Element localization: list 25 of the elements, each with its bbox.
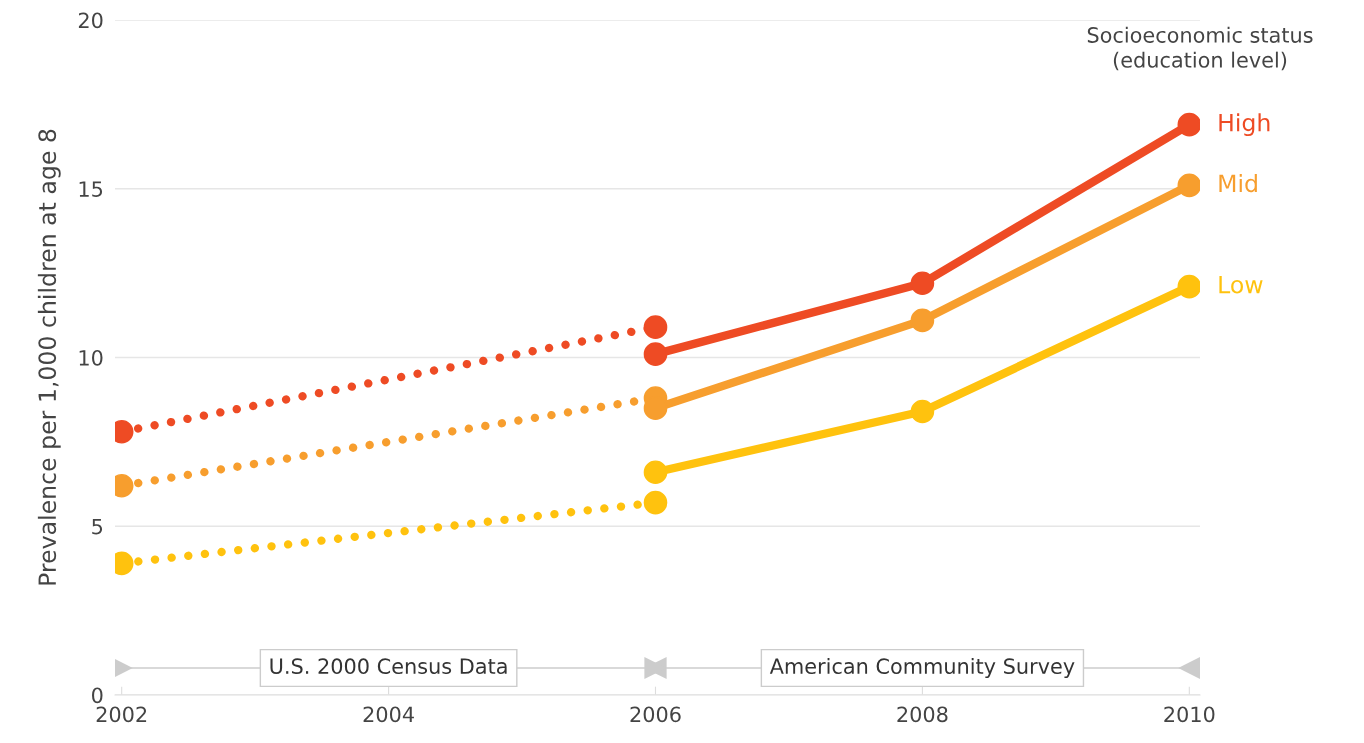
series-label: Mid	[1219, 173, 1257, 193]
annotation: U.S. 2000 Census Data	[270, 658, 507, 675]
y-axis-title: Prevalence per 1,000 children at age 8	[37, 129, 61, 585]
point	[1177, 173, 1200, 198]
point	[910, 308, 935, 333]
legend-title: Socioeconomic status (education level)	[1087, 26, 1313, 71]
point	[1177, 274, 1200, 299]
y-tick-label: 5	[92, 518, 103, 535]
y-tick-label: 15	[79, 181, 103, 197]
x-tick-label: 2006	[630, 706, 681, 723]
point	[910, 271, 935, 296]
y-tick-label: 10	[79, 349, 103, 366]
point	[1177, 112, 1200, 137]
x-tick-label: 2002	[96, 706, 147, 723]
series-label: High	[1219, 113, 1270, 137]
point	[910, 399, 935, 424]
series-label: Low	[1219, 275, 1263, 294]
x-tick-label: 2008	[897, 706, 948, 723]
point	[643, 460, 668, 485]
x-tick-label: 2010	[1164, 706, 1215, 723]
annotation: American Community Survey	[769, 657, 1075, 679]
y-tick-label: 20	[78, 12, 103, 29]
x-tick-label: 2004	[363, 706, 414, 723]
point	[643, 342, 668, 366]
y-tick-label: 0	[92, 687, 103, 704]
